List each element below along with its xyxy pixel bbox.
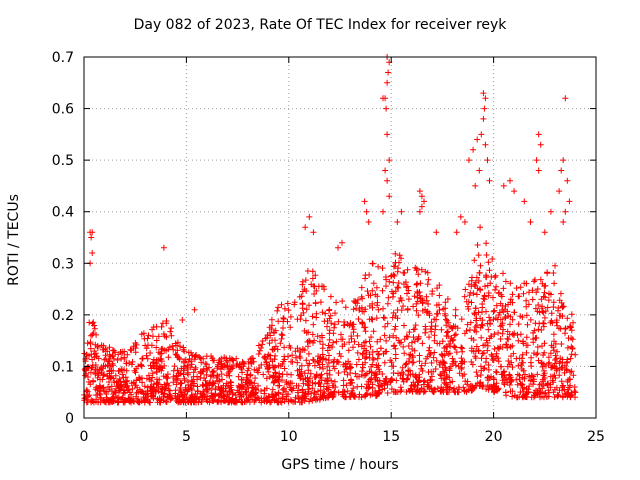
y-tick-label: 0: [65, 411, 74, 427]
y-tick-label: 0.4: [52, 205, 74, 221]
roti-markers: [81, 54, 579, 406]
grid-lines: [84, 57, 596, 418]
chart-title: Day 082 of 2023, Rate Of TEC Index for r…: [133, 17, 507, 33]
y-tick-label: 0.1: [52, 359, 74, 375]
y-tick-label: 0.3: [52, 256, 74, 272]
x-tick-label: 15: [382, 429, 400, 445]
x-tick-label: 5: [182, 429, 191, 445]
plot-frame: [83, 56, 597, 419]
data-points: [81, 54, 579, 406]
y-tick-label: 0.2: [52, 308, 74, 324]
x-tick-label: 0: [80, 429, 89, 445]
y-tick-label: 0.5: [52, 153, 74, 169]
x-axis-label: GPS time / hours: [281, 457, 399, 473]
x-tick-label: 20: [485, 429, 503, 445]
x-tick-label: 10: [280, 429, 298, 445]
axis-ticks: 0 5 10 15 20 25 0 0.1 0.2 0.3 0.4 0.5 0.6 0.7: [52, 50, 605, 445]
y-tick-label: 0.7: [52, 50, 74, 66]
x-tick-label: 25: [587, 429, 605, 445]
y-tick-label: 0.6: [52, 102, 74, 118]
y-axis-label: ROTI / TECUs: [6, 194, 22, 286]
